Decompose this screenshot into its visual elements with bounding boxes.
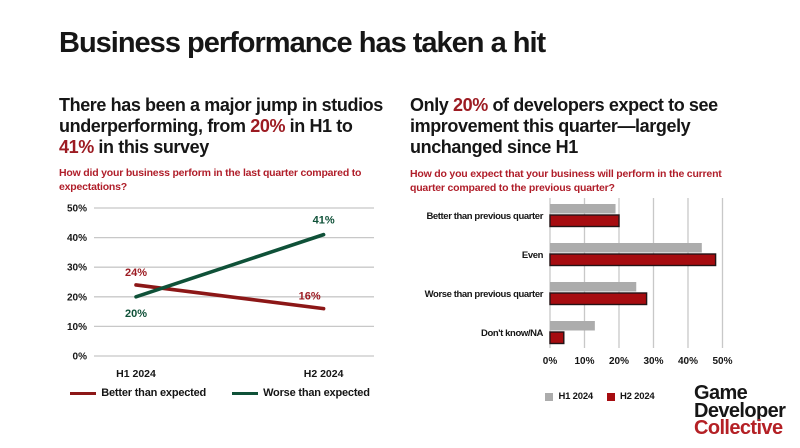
legend-item: H1 2024 xyxy=(545,391,593,402)
bar-chart-legend: H1 2024 H2 2024 xyxy=(490,391,710,402)
y-tick-label: 20% xyxy=(67,292,87,303)
x-tick-label: 0% xyxy=(543,356,558,367)
y-tick-label: 30% xyxy=(67,263,87,274)
category-label: Even xyxy=(522,250,544,261)
heading-text: in H1 to xyxy=(285,116,353,136)
heading-text: of developers expect to see improvement … xyxy=(410,95,718,157)
data-point-label: 16% xyxy=(299,291,321,303)
legend-label: H2 2024 xyxy=(620,391,655,402)
bar xyxy=(550,243,702,253)
legend-item: Better than expected xyxy=(70,387,206,399)
y-tick-label: 0% xyxy=(73,352,88,363)
y-tick-label: 50% xyxy=(67,204,87,215)
line-chart-svg: 0% 10% 20% 30% 40% 50% H1 2024 H2 2024 24% 16% 20%… xyxy=(67,204,374,380)
data-point-label: 20% xyxy=(125,308,147,320)
line-chart: 0% 10% 20% 30% 40% 50% H1 2024 H2 2024 24% 16% 20%… xyxy=(58,196,376,385)
legend-label: Worse than expected xyxy=(263,387,370,399)
data-line xyxy=(134,283,326,311)
x-tick-label: 20% xyxy=(609,356,629,367)
data-point-label: 24% xyxy=(125,267,147,279)
right-heading: Only 20% of developers expect to see imp… xyxy=(410,95,742,158)
bar-chart-svg: 0% 10% 20% 30% 40% 50% Better than previous qu… xyxy=(425,198,733,367)
bar-chart: 0% 10% 20% 30% 40% 50% Better than previous qu… xyxy=(408,196,748,377)
legend-label: H1 2024 xyxy=(558,391,593,402)
logo-line-collective: Collective xyxy=(694,417,783,439)
left-chart-question: How did your business perform in the las… xyxy=(59,167,362,193)
y-tick-label: 10% xyxy=(67,322,87,333)
legend-swatch xyxy=(70,391,97,395)
x-tick-label: H1 2024 xyxy=(116,368,156,380)
heading-text: Only xyxy=(410,95,454,115)
right-chart-question: How do you expect that your business wil… xyxy=(410,168,722,194)
heading-text: in this survey xyxy=(93,137,209,157)
y-tick-label: 40% xyxy=(67,233,87,244)
left-heading: There has been a major jump in studios u… xyxy=(59,95,391,158)
data-point-label: 41% xyxy=(313,215,335,227)
bar xyxy=(549,214,620,228)
bar xyxy=(550,204,616,214)
x-tick-label: 30% xyxy=(643,356,663,367)
bar xyxy=(549,253,717,267)
heading-text: There has been a major jump in studios u… xyxy=(59,95,383,136)
x-tick-label: 10% xyxy=(574,356,594,367)
legend-item: H2 2024 xyxy=(607,391,655,402)
data-line xyxy=(134,232,326,299)
page-title: Business performance has taken a hit xyxy=(59,27,546,59)
accent-stat: 20% xyxy=(453,95,488,115)
legend-label: Better than expected xyxy=(101,387,207,399)
legend-swatch xyxy=(607,392,615,401)
bar xyxy=(550,321,595,331)
category-label: Better than previous quarter xyxy=(426,211,543,222)
x-tick-label: 50% xyxy=(712,356,732,367)
x-tick-label: 40% xyxy=(678,356,698,367)
logo-line-developer: Developer xyxy=(694,399,786,422)
bar xyxy=(549,331,565,345)
logo-line-game: Game xyxy=(694,382,748,404)
x-tick-label: H2 2024 xyxy=(304,368,344,380)
logo-game-developer-collective: Game Developer Collective xyxy=(694,382,786,439)
line-chart-legend: Better than expected Worse than expected xyxy=(60,387,380,399)
category-label: Worse than previous quarter xyxy=(425,289,544,300)
category-label: Don't know/NA xyxy=(481,328,544,339)
bar xyxy=(549,292,648,306)
legend-swatch xyxy=(545,392,554,401)
accent-stat: 41% xyxy=(59,137,94,157)
legend-swatch xyxy=(232,391,259,395)
legend-item: Worse than expected xyxy=(232,387,370,399)
accent-stat: 20% xyxy=(250,116,286,136)
bar xyxy=(550,282,637,292)
